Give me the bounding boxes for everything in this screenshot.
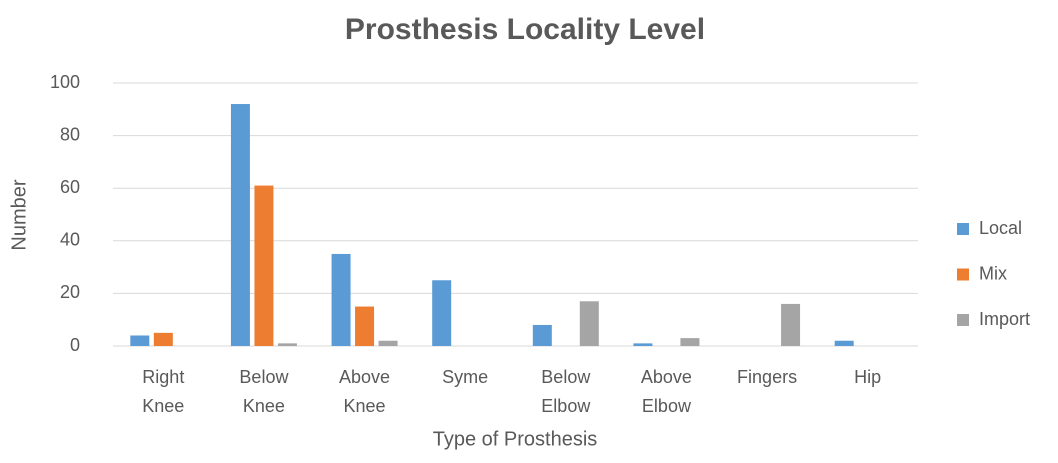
legend-swatch [957, 268, 969, 281]
x-tick-label: Syme [442, 367, 488, 387]
bar [532, 324, 552, 346]
bar [432, 280, 452, 346]
bar [834, 340, 854, 346]
y-axis-label: Number [8, 179, 30, 250]
y-tick-label: 60 [60, 177, 80, 197]
bar [633, 343, 653, 346]
x-tick-label: Fingers [737, 367, 797, 387]
bar [153, 332, 173, 346]
bar [277, 343, 297, 346]
bar [230, 104, 250, 346]
chart-title: Prosthesis Locality Level [345, 13, 705, 46]
x-axis-label: Type of Prosthesis [433, 428, 598, 450]
x-tick-label: Above Knee [339, 367, 390, 416]
x-tick-label: Below Elbow [541, 367, 591, 416]
x-tick-label: Below Knee [239, 367, 289, 416]
y-tick-label: 40 [60, 230, 80, 250]
bar [331, 253, 351, 346]
bar [781, 303, 801, 346]
y-tick-label: 100 [50, 72, 80, 92]
legend-swatch [957, 314, 969, 326]
y-tick-label: 80 [60, 124, 80, 144]
x-tick-label: Right Knee [142, 367, 184, 416]
y-tick-label: 0 [70, 335, 80, 355]
x-tick-label: Hip [854, 367, 881, 387]
bar [680, 338, 700, 346]
legend-label: Mix [979, 263, 1007, 283]
bar [579, 301, 599, 346]
x-tick-label: Above Elbow [641, 367, 692, 416]
bar [130, 335, 150, 346]
bar [355, 306, 375, 346]
bar [254, 185, 274, 346]
legend-label: Local [979, 218, 1022, 238]
legend-swatch [957, 223, 969, 235]
legend-label: Import [979, 309, 1030, 329]
bar [378, 340, 398, 346]
y-tick-label: 20 [60, 282, 80, 302]
